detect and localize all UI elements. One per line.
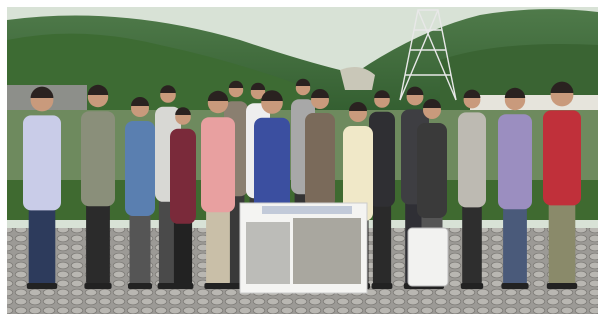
scene-layer xyxy=(7,7,598,314)
legs xyxy=(373,203,391,285)
poster-map-left xyxy=(246,222,290,284)
photo xyxy=(0,0,602,318)
torso xyxy=(543,110,581,205)
torso xyxy=(305,113,335,208)
shoes xyxy=(128,283,152,289)
legs xyxy=(174,220,192,285)
poster xyxy=(240,203,367,293)
shoes xyxy=(204,283,231,289)
torso xyxy=(170,129,196,224)
page: (() => { const g = document.getElementBy… xyxy=(0,0,602,318)
torso xyxy=(498,114,532,209)
shoes xyxy=(173,283,194,289)
torso xyxy=(23,115,61,210)
shoes xyxy=(27,283,57,289)
poster-map-right xyxy=(293,218,361,284)
shoes xyxy=(547,283,577,289)
legs xyxy=(549,201,576,285)
legs xyxy=(462,203,482,285)
torso xyxy=(254,118,290,213)
legs xyxy=(86,202,110,285)
shoes xyxy=(501,283,528,289)
torso xyxy=(417,123,447,218)
shoes xyxy=(84,283,111,289)
torso xyxy=(81,111,115,206)
poster-heading xyxy=(262,206,352,214)
tote-bag xyxy=(408,228,448,286)
torso xyxy=(201,117,235,212)
torso xyxy=(125,121,155,216)
shoes xyxy=(372,283,393,289)
legs xyxy=(503,205,527,285)
legs xyxy=(130,212,151,285)
torso xyxy=(458,112,486,207)
legs xyxy=(206,208,230,285)
legs xyxy=(29,206,56,285)
shoes xyxy=(461,283,483,289)
